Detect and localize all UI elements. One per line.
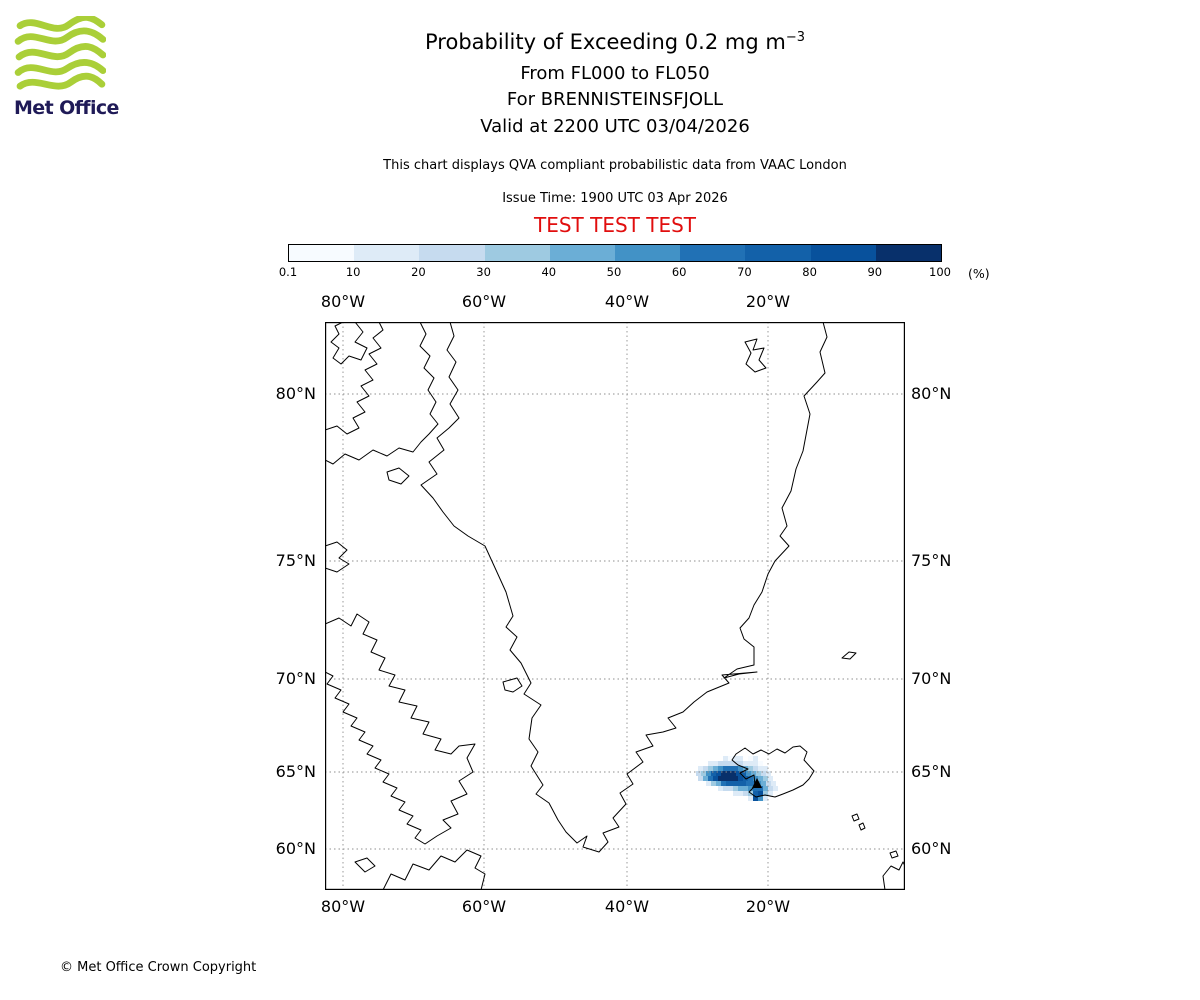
valid-time-line: Valid at 2200 UTC 03/04/2026 (480, 116, 750, 137)
flight-level-range: From FL000 to FL050 (520, 63, 710, 84)
colorbar-tick-label: 10 (345, 265, 361, 279)
colorbar-segment (615, 245, 681, 261)
disko-island-coastline (502, 677, 523, 693)
colorbar-tick-label: 60 (671, 265, 687, 279)
colorbar-tick-label: 20 (411, 265, 426, 279)
lat-label-right-4: 60°N (911, 839, 952, 858)
colorbar-segment (745, 245, 811, 261)
lat-label-right-3: 65°N (911, 762, 952, 781)
probability-colorbar (288, 244, 942, 262)
ellesmere-fjords (325, 322, 384, 435)
copyright-notice: © Met Office Crown Copyright (60, 960, 257, 975)
lon-label-bottom-1: 60°W (461, 897, 507, 916)
jan-mayen-island (841, 651, 857, 660)
lat-label-left-3: 65°N (275, 762, 316, 781)
colorbar-segment (875, 245, 942, 261)
baffin-island-coastline (325, 613, 476, 845)
lon-label-top-2: 40°W (604, 292, 650, 311)
small-arctic-island (386, 467, 410, 485)
colorbar-tick-label: 30 (476, 265, 491, 279)
labrador-coastline (382, 849, 486, 890)
colorbar-segment (680, 245, 746, 261)
lon-label-top-3: 20°W (745, 292, 791, 311)
lon-label-bottom-2: 40°W (604, 897, 650, 916)
colorbar-segment (810, 245, 876, 261)
lat-label-left-1: 75°N (275, 551, 316, 570)
issue-time: Issue Time: 1900 UTC 03 Apr 2026 (502, 191, 728, 206)
colorbar-segment (289, 245, 355, 261)
faroe-islands (851, 813, 866, 831)
colorbar-tick-label: 0.1 (278, 265, 298, 279)
colorbar-tick-label: 70 (737, 265, 752, 279)
lat-label-left-4: 60°N (275, 839, 316, 858)
lat-label-right-2: 70°N (911, 669, 952, 688)
test-banner: TEST TEST TEST (533, 213, 696, 237)
ash-plume (696, 756, 778, 801)
page-title-superscript: −3 (785, 30, 805, 45)
lon-label-bottom-3: 20°W (745, 897, 791, 916)
colorbar-tick-label: 100 (929, 265, 951, 279)
ne-greenland-island (744, 338, 767, 373)
axel-heiberg-island (330, 322, 368, 365)
scotland-coastline (882, 861, 905, 890)
lat-label-left-2: 70°N (275, 669, 316, 688)
orkney-island (889, 850, 899, 859)
colorbar-unit: (%) (968, 266, 990, 281)
map-border (325, 322, 905, 890)
lat-label-left-0: 80°N (275, 384, 316, 403)
volcano-marker (752, 778, 762, 788)
lat-label-right-0: 80°N (911, 384, 952, 403)
colorbar-segment (549, 245, 616, 261)
qva-note: This chart displays QVA compliant probab… (383, 158, 847, 173)
colorbar-segment (484, 245, 550, 261)
iceland-coastline (731, 745, 815, 798)
colorbar-tick-label: 40 (541, 265, 557, 279)
colorbar-tick-label: 80 (802, 265, 817, 279)
colorbar-tick-label: 50 (606, 265, 622, 279)
page-title: Probability of Exceeding 0.2 mg m−3 (30, 30, 1200, 54)
ellesmere-coastline (325, 322, 439, 465)
hudson-strait-island (354, 857, 376, 873)
colorbar-tick-labels: 0.1 10 20 30 40 50 60 70 80 90 100 (279, 265, 951, 281)
met-office-logo-text: Met Office (14, 97, 119, 119)
colorbar-segment (354, 245, 420, 261)
lon-label-top-1: 60°W (461, 292, 507, 311)
coastlines (325, 322, 905, 890)
volcano-marker-group (752, 778, 762, 788)
lat-lon-grid (325, 322, 905, 890)
greenland-coastline (420, 322, 828, 853)
lat-label-right-1: 75°N (911, 551, 952, 570)
page-title-text: Probability of Exceeding 0.2 mg m (425, 30, 786, 54)
lon-label-bottom-0: 80°W (320, 897, 366, 916)
volcano-name-line: For BRENNISTEINSFJOLL (506, 89, 724, 110)
lon-label-top-0: 80°W (320, 292, 366, 311)
map-canvas (325, 322, 905, 890)
colorbar-tick-label: 90 (867, 265, 883, 279)
colorbar-segment (419, 245, 485, 261)
met-office-logo: Met Office (14, 14, 134, 119)
met-office-logo-waves (14, 14, 107, 90)
devon-island-coastline (325, 541, 350, 573)
